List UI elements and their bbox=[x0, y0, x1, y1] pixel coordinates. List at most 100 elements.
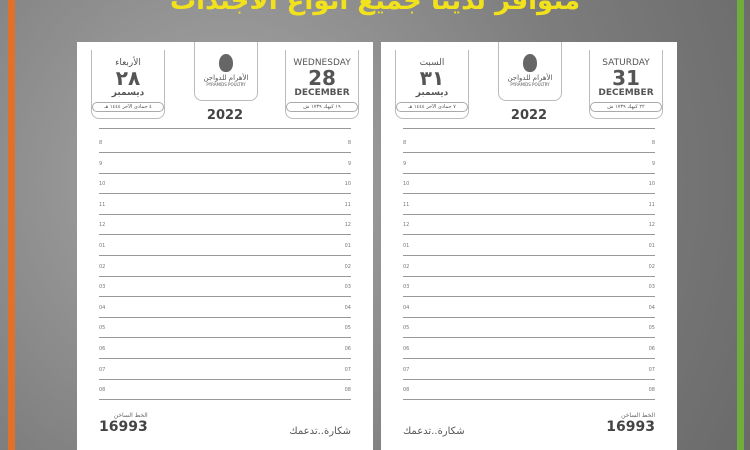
hour-label: 12 bbox=[344, 222, 351, 229]
coptic-date: ٢٢ كيهك ١٧٣٩ ش bbox=[590, 102, 662, 112]
hour-label: 05 bbox=[344, 325, 351, 332]
hour-line bbox=[403, 378, 655, 380]
hour-line bbox=[99, 337, 351, 339]
hour-label: 10 bbox=[648, 181, 655, 188]
hotline-label: الخط الساخن bbox=[621, 412, 655, 419]
hour-line bbox=[99, 234, 351, 236]
hour-label: 8 bbox=[99, 140, 103, 146]
hour-label: 01 bbox=[648, 243, 655, 249]
english-date-number: 28 bbox=[308, 66, 336, 90]
hour-line bbox=[99, 193, 351, 195]
hour-label: 04 bbox=[99, 304, 106, 311]
arabic-month: ديسمبر bbox=[415, 88, 449, 98]
banner: متوافر لدينا جميع أنواع الأجندات bbox=[169, 0, 581, 16]
hour-line bbox=[403, 255, 655, 256]
logo-icon bbox=[523, 54, 537, 72]
hour-line bbox=[99, 296, 351, 298]
hour-label: 04 bbox=[344, 304, 351, 311]
hour-label: 06 bbox=[99, 346, 106, 352]
brand-arabic: الأهرام للدواجن bbox=[203, 74, 249, 82]
hijri-date: ٧ جمادى الآخر ١٤٤٤ هـ bbox=[396, 102, 468, 112]
green-strip bbox=[737, 0, 744, 450]
hour-label: 9 bbox=[403, 160, 407, 167]
hour-label: 01 bbox=[99, 243, 106, 249]
hour-label: 12 bbox=[403, 222, 410, 229]
hour-label: 08 bbox=[403, 387, 410, 394]
hour-label: 06 bbox=[403, 346, 410, 352]
slogan: شكارة..تدعمك bbox=[403, 426, 465, 437]
brand-english: PYRAMIDS POULTRY bbox=[206, 82, 246, 87]
english-date: WEDNESDAY 28 DECEMBER ١٩ كيهك ١٧٣٩ ش bbox=[285, 50, 359, 119]
diary-page: السبت ٣١ ديسمبر ٧ جمادى الآخر ١٤٤٤ هـ SATURD… bbox=[381, 42, 677, 450]
hour-label: 10 bbox=[99, 181, 106, 188]
hour-label: 8 bbox=[403, 140, 407, 146]
hour-label: 11 bbox=[648, 201, 655, 208]
hour-line bbox=[99, 316, 351, 318]
hour-line bbox=[99, 152, 351, 153]
hotline: الخط الساخن 16993 bbox=[99, 412, 148, 435]
hotline: الخط الساخن 16993 bbox=[606, 412, 655, 435]
hour-line bbox=[99, 378, 351, 380]
hour-label: 9 bbox=[347, 160, 351, 167]
hour-line bbox=[403, 152, 655, 153]
year: 2022 bbox=[206, 108, 244, 123]
hour-line bbox=[403, 172, 655, 174]
header-rule bbox=[403, 128, 655, 129]
hour-label: 03 bbox=[99, 284, 106, 291]
hour-label: 02 bbox=[344, 263, 351, 270]
hour-line bbox=[99, 172, 351, 174]
hour-line bbox=[99, 358, 351, 359]
logo: الأهرام للدواجن PYRAMIDS POULTRY bbox=[498, 42, 562, 101]
hour-line bbox=[403, 234, 655, 236]
hotline-number: 16993 bbox=[99, 419, 148, 435]
slogan: شكارة..تدعمك bbox=[289, 426, 351, 437]
hour-label: 03 bbox=[648, 284, 655, 291]
hour-line bbox=[99, 275, 351, 277]
hotline-number: 16993 bbox=[606, 419, 655, 435]
hour-label: 08 bbox=[648, 387, 655, 394]
hour-label: 11 bbox=[403, 201, 410, 208]
hour-label: 12 bbox=[648, 222, 655, 229]
hour-label: 07 bbox=[403, 366, 410, 373]
arabic-day: السبت bbox=[419, 58, 445, 68]
hour-label: 01 bbox=[344, 243, 351, 249]
hour-label: 07 bbox=[648, 366, 655, 373]
hour-label: 06 bbox=[344, 346, 351, 352]
hour-label: 02 bbox=[403, 263, 410, 270]
logo-icon bbox=[219, 54, 233, 72]
english-day: WEDNESDAY bbox=[293, 58, 351, 68]
arabic-month: ديسمبر bbox=[111, 88, 145, 98]
hour-line bbox=[403, 296, 655, 298]
hour-label: 05 bbox=[99, 325, 106, 332]
arabic-date-number: ٣١ bbox=[419, 66, 445, 90]
hour-label: 9 bbox=[651, 160, 655, 167]
hour-label: 03 bbox=[344, 284, 351, 291]
hour-label: 08 bbox=[99, 387, 106, 394]
hour-label: 12 bbox=[99, 222, 106, 229]
hour-line bbox=[403, 193, 655, 195]
hour-label: 02 bbox=[99, 263, 106, 270]
year: 2022 bbox=[510, 108, 548, 123]
hour-label: 11 bbox=[99, 201, 106, 208]
diary-page: الأربعاء ٢٨ ديسمبر ٤ جمادى الآخر ١٤٤٤ هـ WED… bbox=[77, 42, 373, 450]
hour-label: 01 bbox=[403, 243, 410, 249]
brand-arabic: الأهرام للدواجن bbox=[507, 74, 553, 82]
hour-line bbox=[403, 358, 655, 359]
hour-line bbox=[403, 316, 655, 318]
arabic-date: الأربعاء ٢٨ ديسمبر ٤ جمادى الآخر ١٤٤٤ هـ bbox=[91, 50, 165, 119]
hijri-date: ٤ جمادى الآخر ١٤٤٤ هـ bbox=[92, 102, 164, 112]
hour-label: 08 bbox=[344, 387, 351, 394]
hour-label: 02 bbox=[648, 263, 655, 270]
header-rule bbox=[99, 128, 351, 129]
hour-label: 07 bbox=[99, 366, 106, 373]
english-month: DECEMBER bbox=[294, 88, 350, 98]
hour-label: 8 bbox=[347, 140, 351, 146]
english-month: DECEMBER bbox=[598, 88, 654, 98]
english-date: SATURDAY 31 DECEMBER ٢٢ كيهك ١٧٣٩ ش bbox=[589, 50, 663, 119]
english-day: SATURDAY bbox=[602, 58, 650, 68]
hour-line bbox=[99, 213, 351, 215]
hour-label: 10 bbox=[403, 181, 410, 188]
hour-label: 10 bbox=[344, 181, 351, 188]
hour-line bbox=[403, 213, 655, 215]
